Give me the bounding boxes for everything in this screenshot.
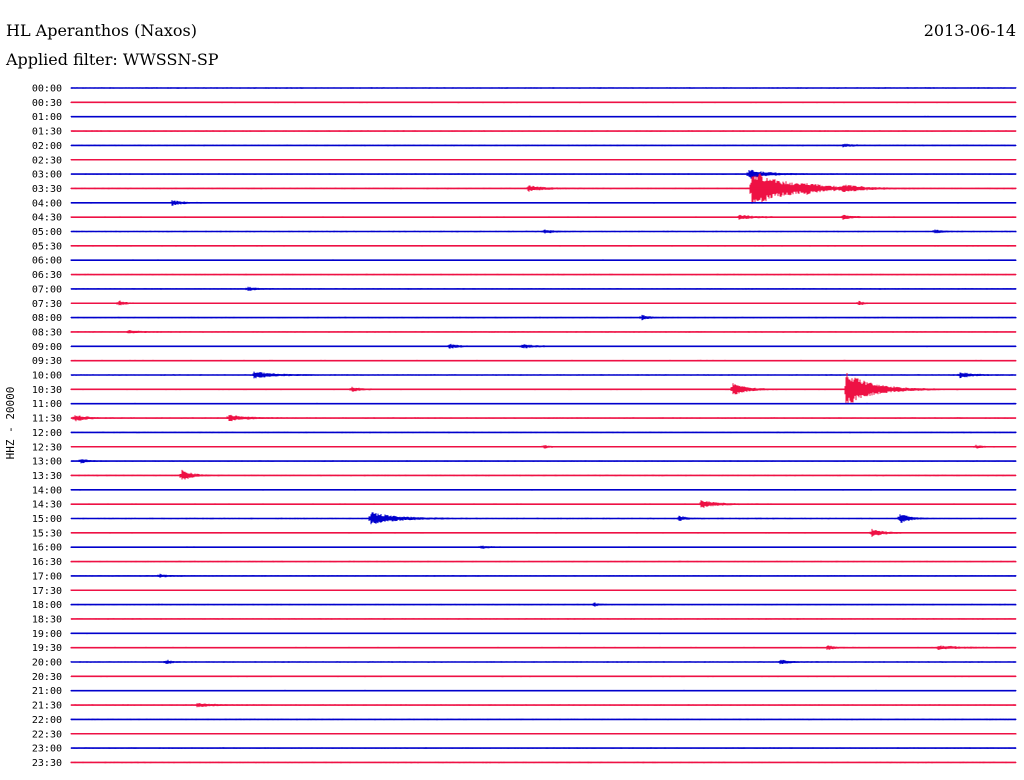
row-time-label: 10:00 [32,371,62,382]
row-time-label: 01:30 [32,127,62,138]
filter-label: Applied filter: WWSSN-SP [5,50,219,69]
y-axis-label: HHZ - 20000 [4,387,17,460]
row-time-label: 06:30 [32,270,62,281]
row-time-label: 00:30 [32,98,62,109]
row-time-label: 22:00 [32,715,62,726]
row-time-label: 20:00 [32,658,62,669]
row-time-label: 21:00 [32,686,62,697]
row-time-label: 03:00 [32,170,62,181]
row-time-label: 18:00 [32,600,62,611]
row-time-label: 08:30 [32,327,62,338]
row-time-label: 12:00 [32,428,62,439]
row-time-label: 04:00 [32,198,62,209]
row-time-label: 02:30 [32,155,62,166]
row-time-label: 12:30 [32,442,62,453]
trace-rows: 00:00 00:30 01:00 01:30 02:00 02:30 03:00 03:30… [32,84,1017,769]
row-time-label: 17:00 [32,571,62,582]
row-time-label: 18:30 [32,614,62,625]
row-time-label: 23:30 [32,758,62,769]
row-time-label: 23:00 [32,744,62,755]
row-time-label: 02:00 [32,141,62,152]
station-title: HL Aperanthos (Naxos) [6,21,197,40]
row-time-label: 11:00 [32,399,62,410]
row-time-label: 04:30 [32,213,62,224]
row-time-label: 19:00 [32,629,62,640]
date-label: 2013-06-14 [924,21,1016,40]
row-time-label: 11:30 [32,414,62,425]
row-time-label: 14:00 [32,485,62,496]
row-time-label: 17:30 [32,586,62,597]
row-time-label: 09:00 [32,342,62,353]
row-time-label: 00:00 [32,84,62,95]
trace-row [70,373,1017,404]
row-time-label: 06:00 [32,256,62,267]
row-time-label: 20:30 [32,672,62,683]
row-time-label: 19:30 [32,643,62,654]
row-time-label: 05:30 [32,241,62,252]
row-time-label: 13:30 [32,471,62,482]
row-time-label: 07:00 [32,284,62,295]
row-time-label: 21:30 [32,701,62,712]
row-time-label: 09:30 [32,356,62,367]
row-time-label: 13:00 [32,457,62,468]
row-time-label: 10:30 [32,385,62,396]
row-time-label: 01:00 [32,112,62,123]
row-time-label: 16:30 [32,557,62,568]
row-time-label: 08:00 [32,313,62,324]
row-time-label: 03:30 [32,184,62,195]
row-time-label: 07:30 [32,299,62,310]
row-time-label: 16:00 [32,543,62,554]
row-time-label: 15:30 [32,528,62,539]
row-time-label: 22:30 [32,729,62,740]
row-time-label: 14:30 [32,500,62,511]
row-time-label: 15:00 [32,514,62,525]
row-time-label: 05:00 [32,227,62,238]
